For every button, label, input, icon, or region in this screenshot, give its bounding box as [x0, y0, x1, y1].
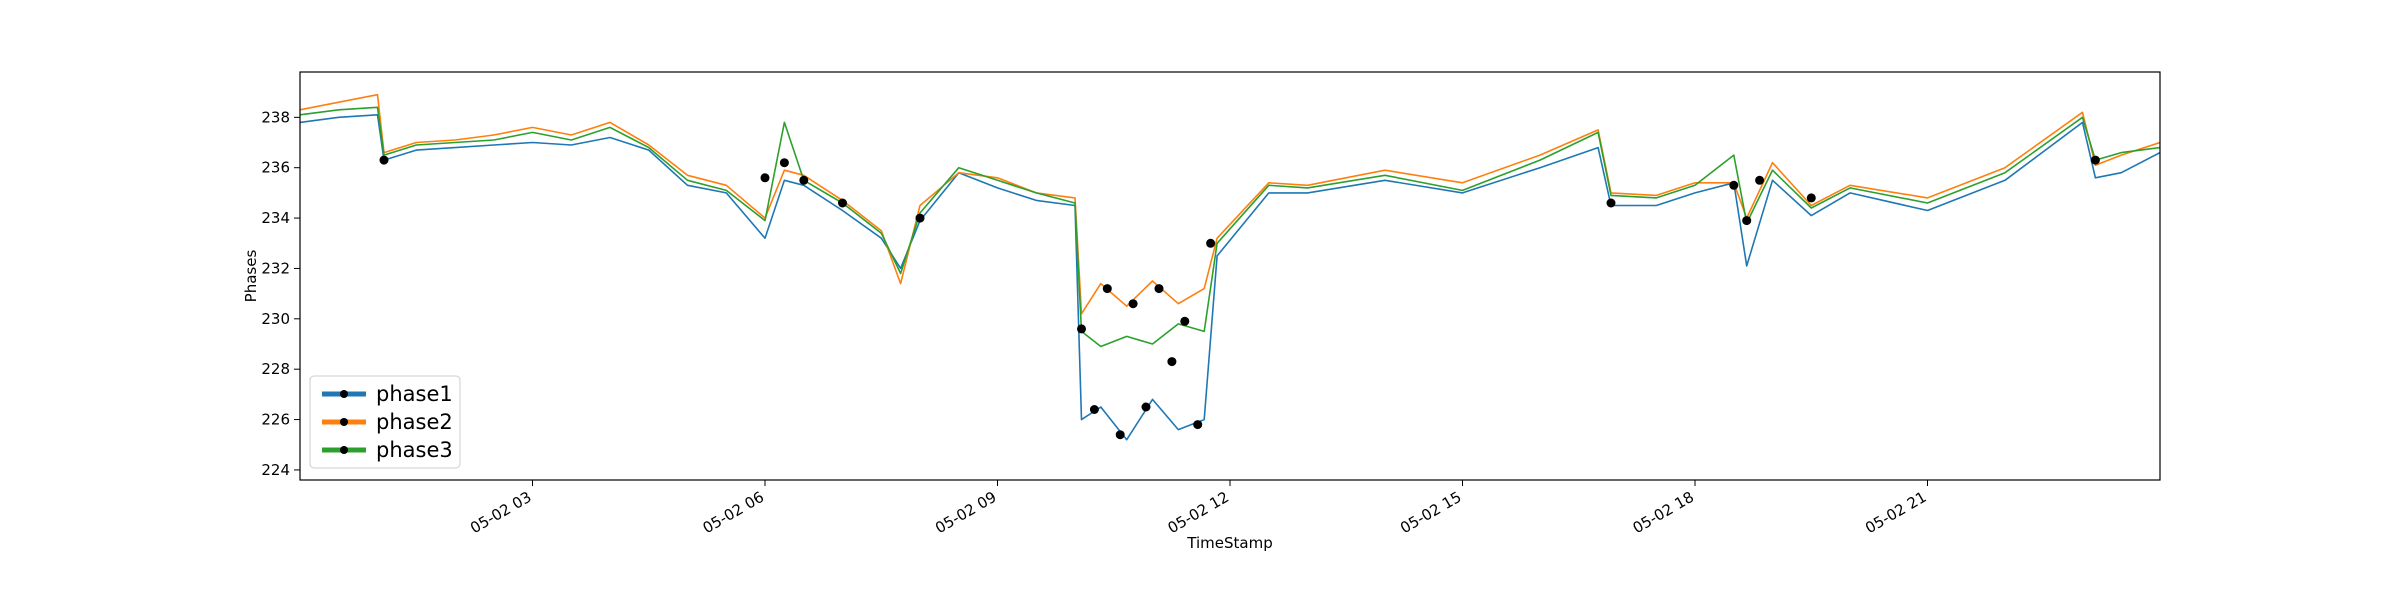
event-marker	[1729, 180, 1739, 190]
y-tick-label: 228	[261, 360, 290, 378]
event-marker	[915, 213, 925, 223]
x-tick-label: 05-02 09	[932, 488, 999, 537]
legend-marker	[340, 390, 348, 398]
y-tick-label: 230	[261, 310, 290, 328]
y-tick-label: 236	[261, 159, 290, 177]
event-marker	[1089, 405, 1099, 414]
y-tick-label: 234	[261, 209, 290, 227]
legend-label-phase2: phase2	[376, 410, 453, 434]
event-marker	[1102, 284, 1112, 294]
event-marker	[1206, 238, 1216, 248]
legend-label-phase1: phase1	[376, 382, 453, 406]
legend: phase1 phase2 phase3	[309, 375, 461, 469]
event-marker	[1115, 430, 1125, 440]
x-tick-label: 05-02 12	[1165, 488, 1232, 537]
event-marker	[1755, 175, 1765, 185]
event-marker	[760, 173, 770, 183]
event-marker	[1167, 357, 1177, 367]
y-tick-label: 232	[261, 259, 290, 277]
y-tick-label: 238	[261, 108, 290, 126]
x-tick-label: 05-02 06	[700, 488, 767, 537]
x-tick-label: 05-02 03	[467, 488, 534, 537]
y-axis-label: Phases	[242, 250, 260, 303]
event-marker	[1154, 284, 1164, 294]
event-marker	[1806, 193, 1816, 203]
legend-label-phase3: phase3	[376, 438, 453, 462]
event-marker	[1606, 198, 1616, 208]
event-marker	[799, 175, 809, 185]
x-axis-label: TimeStamp	[1186, 534, 1272, 552]
x-axis: 05-02 03 05-02 06 05-02 09 05-02 12 05-02 15…	[467, 480, 1930, 537]
event-marker	[1128, 299, 1138, 309]
series-line-phase3	[299, 106, 2161, 348]
x-tick-label: 05-02 21	[1862, 488, 1929, 537]
event-marker	[838, 198, 847, 208]
y-axis: 224 226 228 230 232 234 236 238	[261, 108, 300, 479]
event-marker	[1180, 316, 1190, 326]
event-marker	[779, 158, 789, 168]
legend-marker	[340, 418, 348, 426]
x-tick-label: 05-02 18	[1630, 488, 1697, 537]
event-marker	[1193, 420, 1203, 430]
legend-box	[309, 375, 461, 469]
y-tick-label: 226	[261, 411, 290, 429]
event-marker	[379, 155, 389, 165]
event-marker	[2090, 155, 2100, 165]
y-tick-label: 224	[261, 461, 290, 479]
event-marker	[1141, 402, 1151, 412]
event-marker	[1742, 216, 1752, 226]
marker-layer	[379, 155, 2100, 440]
plot-area	[300, 72, 2160, 480]
event-marker	[1077, 324, 1086, 334]
legend-marker	[340, 446, 348, 454]
x-tick-label: 05-02 15	[1397, 488, 1464, 537]
series-line-phase1	[299, 114, 2161, 441]
